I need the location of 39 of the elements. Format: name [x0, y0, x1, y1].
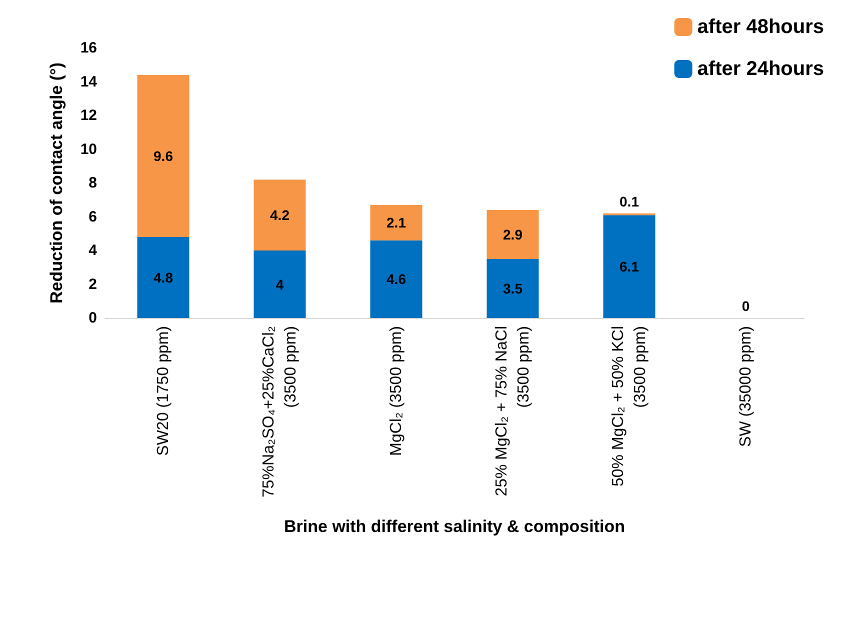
data-label: 4	[276, 276, 284, 292]
data-label: 0	[742, 298, 750, 314]
x-tick-label: 75%Na₂SO₄+25%CaCl₂ (3500 ppm)	[260, 326, 300, 498]
data-label: 6.1	[620, 258, 640, 275]
data-label: 9.6	[154, 148, 174, 164]
y-axis-title: Reduction of contact angle (°)	[47, 62, 66, 304]
data-label: 4.8	[154, 270, 174, 286]
bar	[137, 75, 190, 237]
legend-label: after 24hours	[697, 58, 824, 80]
y-tick-label: 4	[88, 242, 98, 259]
data-label: 3.5	[503, 280, 523, 296]
x-tick-label: SW20 (1750 ppm)	[154, 326, 172, 456]
y-tick-label: 10	[80, 140, 97, 158]
data-label: 4.6	[386, 271, 406, 288]
x-axis-title: Brine with different salinity & composition	[284, 517, 625, 536]
y-tick-label: 8	[88, 174, 97, 192]
y-tick-label: 6	[88, 208, 97, 226]
y-tick-label: 0	[88, 310, 97, 326]
bar	[254, 180, 306, 250]
y-tick-label: 16	[80, 40, 97, 56]
y-tick-label: 14	[80, 73, 98, 90]
bar	[486, 258, 539, 318]
data-label: 2.1	[386, 214, 406, 231]
bar	[254, 250, 306, 318]
y-tick-label: 12	[80, 107, 97, 124]
y-tick-label: 2	[88, 276, 97, 293]
x-tick-label: SW (35000 ppm)	[737, 326, 754, 447]
bar	[486, 210, 539, 259]
legend-label: after 48hours	[697, 16, 824, 38]
bar	[137, 237, 190, 318]
data-label: 4.2	[270, 207, 290, 224]
bar	[603, 215, 656, 318]
x-tick-label: MgCl₂ (3500 ppm)	[388, 326, 405, 456]
x-tick-label: 50% MgCl₂ + 50% KCl (3500 ppm)	[610, 326, 649, 486]
bar	[370, 204, 422, 240]
x-tick-label: 25% MgCl₂ + 75% NaCl (3500 ppm)	[493, 326, 532, 496]
data-label: 2.9	[503, 226, 523, 242]
data-label: 0.1	[620, 193, 640, 210]
bar	[370, 240, 422, 318]
